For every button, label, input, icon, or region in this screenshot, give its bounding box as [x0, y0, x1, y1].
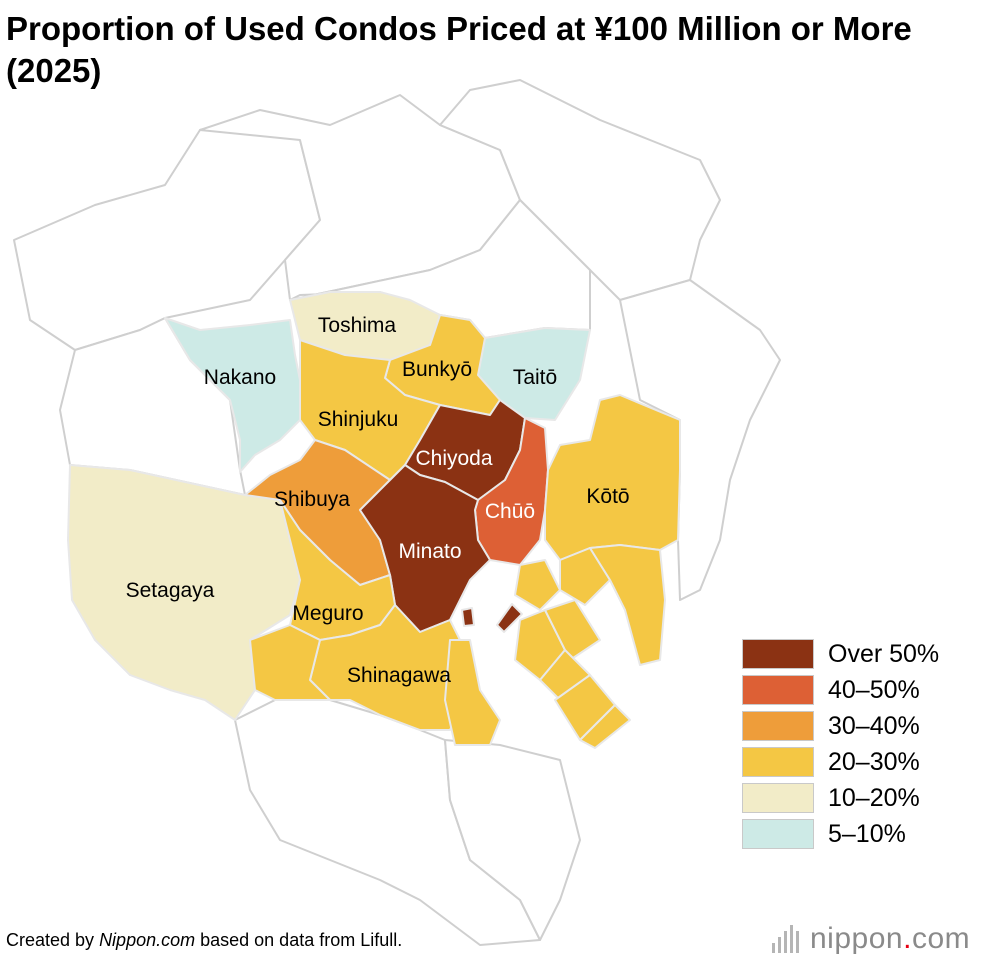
- map-legend: Over 50% 40–50% 30–40% 20–30% 10–20% 5–1…: [742, 636, 939, 852]
- credit-suffix: based on data from Lifull.: [195, 930, 403, 950]
- label-nakano: Nakano: [204, 366, 276, 389]
- outer-municipalities: [13, 79, 781, 946]
- legend-item: 5–10%: [742, 816, 939, 852]
- nippon-logo: nippon.com: [772, 922, 970, 956]
- legend-item: 40–50%: [742, 672, 939, 708]
- label-koto: Kōtō: [586, 485, 629, 508]
- label-taito: Taitō: [513, 366, 557, 389]
- credit-prefix: Created by: [6, 930, 100, 950]
- legend-swatch: [742, 783, 814, 813]
- label-minato: Minato: [398, 540, 461, 563]
- label-shinjuku: Shinjuku: [318, 408, 399, 431]
- legend-item: 20–30%: [742, 744, 939, 780]
- outer-region-east: [619, 279, 781, 601]
- outer-region-southeast: [444, 739, 581, 941]
- logo-tld: com: [911, 922, 971, 955]
- logo-main: nippon: [810, 922, 904, 955]
- legend-label: 30–40%: [828, 711, 920, 740]
- legend-label: 20–30%: [828, 747, 920, 776]
- bay-island-1: [514, 559, 561, 611]
- label-shibuya: Shibuya: [274, 488, 350, 511]
- ward-labels: Toshima Nakano Bunkyō Taitō Shinjuku Chi…: [126, 314, 630, 687]
- label-chiyoda: Chiyoda: [415, 447, 492, 470]
- source-credit: Created by Nippon.com based on data from…: [6, 930, 402, 951]
- legend-label: Over 50%: [828, 639, 940, 668]
- label-toshima: Toshima: [318, 314, 397, 337]
- special-wards: [67, 291, 681, 749]
- bay-island-3: [589, 544, 666, 666]
- bay-island-9: [444, 639, 501, 746]
- logo-dot: .: [903, 922, 912, 955]
- logo-bars-icon: [772, 925, 802, 953]
- legend-swatch: [742, 639, 814, 669]
- label-chuo: Chūō: [485, 500, 535, 523]
- legend-swatch: [742, 747, 814, 777]
- legend-swatch: [742, 819, 814, 849]
- label-bunkyo: Bunkyō: [402, 358, 472, 381]
- credit-source: Nippon.com: [99, 930, 196, 950]
- ward-nakano: [164, 317, 301, 473]
- legend-item: 30–40%: [742, 708, 939, 744]
- outer-region-northwest: [13, 117, 321, 351]
- label-meguro: Meguro: [292, 602, 363, 625]
- label-shinagawa: Shinagawa: [347, 664, 451, 687]
- bay-island-8: [579, 704, 631, 749]
- bay-island-minato-2: [496, 603, 523, 633]
- legend-swatch: [742, 675, 814, 705]
- ward-southwest-yellow: [249, 624, 331, 701]
- legend-label: 40–50%: [828, 675, 920, 704]
- bay-island-minato-1: [461, 607, 475, 627]
- ward-minato: [359, 464, 491, 633]
- bay-island-2: [559, 547, 611, 606]
- map-title: Proportion of Used Condos Priced at ¥100…: [6, 10, 912, 89]
- label-setagaya: Setagaya: [126, 579, 215, 602]
- logo-text: nippon.com: [810, 922, 970, 956]
- bay-island-5: [544, 599, 601, 661]
- legend-label: 10–20%: [828, 783, 920, 812]
- legend-label: 5–10%: [828, 819, 906, 848]
- legend-swatch: [742, 711, 814, 741]
- ward-koto: [544, 394, 681, 561]
- legend-item: 10–20%: [742, 780, 939, 816]
- legend-item: Over 50%: [742, 636, 939, 672]
